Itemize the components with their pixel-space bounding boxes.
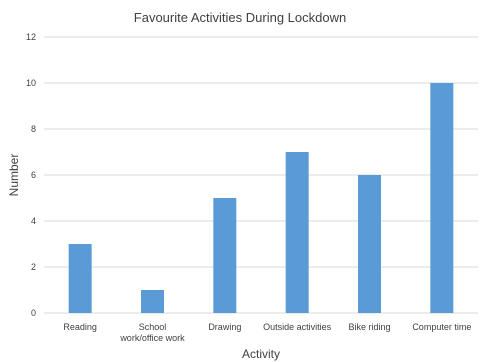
x-category-label-line: work/office work: [119, 333, 185, 343]
x-category-label: Drawing: [208, 322, 241, 332]
bar-1: [141, 290, 164, 313]
y-tick-label: 10: [26, 78, 36, 88]
x-category-label-line: Reading: [63, 322, 97, 332]
x-axis-title: Activity: [242, 347, 280, 361]
x-axis-categories: Reading School work/office work Drawing Outs…: [63, 322, 471, 343]
bar-3: [285, 152, 309, 313]
x-category-label-line: Computer time: [412, 322, 471, 332]
chart-title: Favourite Activities During Lockdown: [134, 10, 346, 25]
y-tick-label: 12: [26, 32, 36, 42]
bars: [68, 83, 454, 313]
x-category-label-line: Bike riding: [348, 322, 390, 332]
y-axis-title: Number: [7, 154, 21, 197]
x-category-label: School work/office work: [119, 322, 185, 343]
y-tick-label: 4: [31, 216, 36, 226]
x-category-label-line: Outside activities: [263, 322, 332, 332]
x-category-label: Computer time: [412, 322, 471, 332]
x-category-label-line: School: [139, 322, 167, 332]
gridlines: [44, 36, 478, 314]
x-category-label: Bike riding: [348, 322, 390, 332]
bar-4: [358, 175, 381, 313]
y-tick-label: 6: [31, 170, 36, 180]
bar-0: [68, 244, 92, 313]
x-category-label: Reading: [63, 322, 97, 332]
x-category-label: Outside activities: [263, 322, 332, 332]
bar-2: [213, 198, 237, 313]
y-axis-ticks: 0 2 4 6 8 10 12: [26, 32, 36, 318]
bar-5: [430, 83, 454, 313]
y-tick-label: 0: [31, 308, 36, 318]
y-tick-label: 2: [31, 262, 36, 272]
x-category-label-line: Drawing: [208, 322, 241, 332]
y-tick-label: 8: [31, 124, 36, 134]
